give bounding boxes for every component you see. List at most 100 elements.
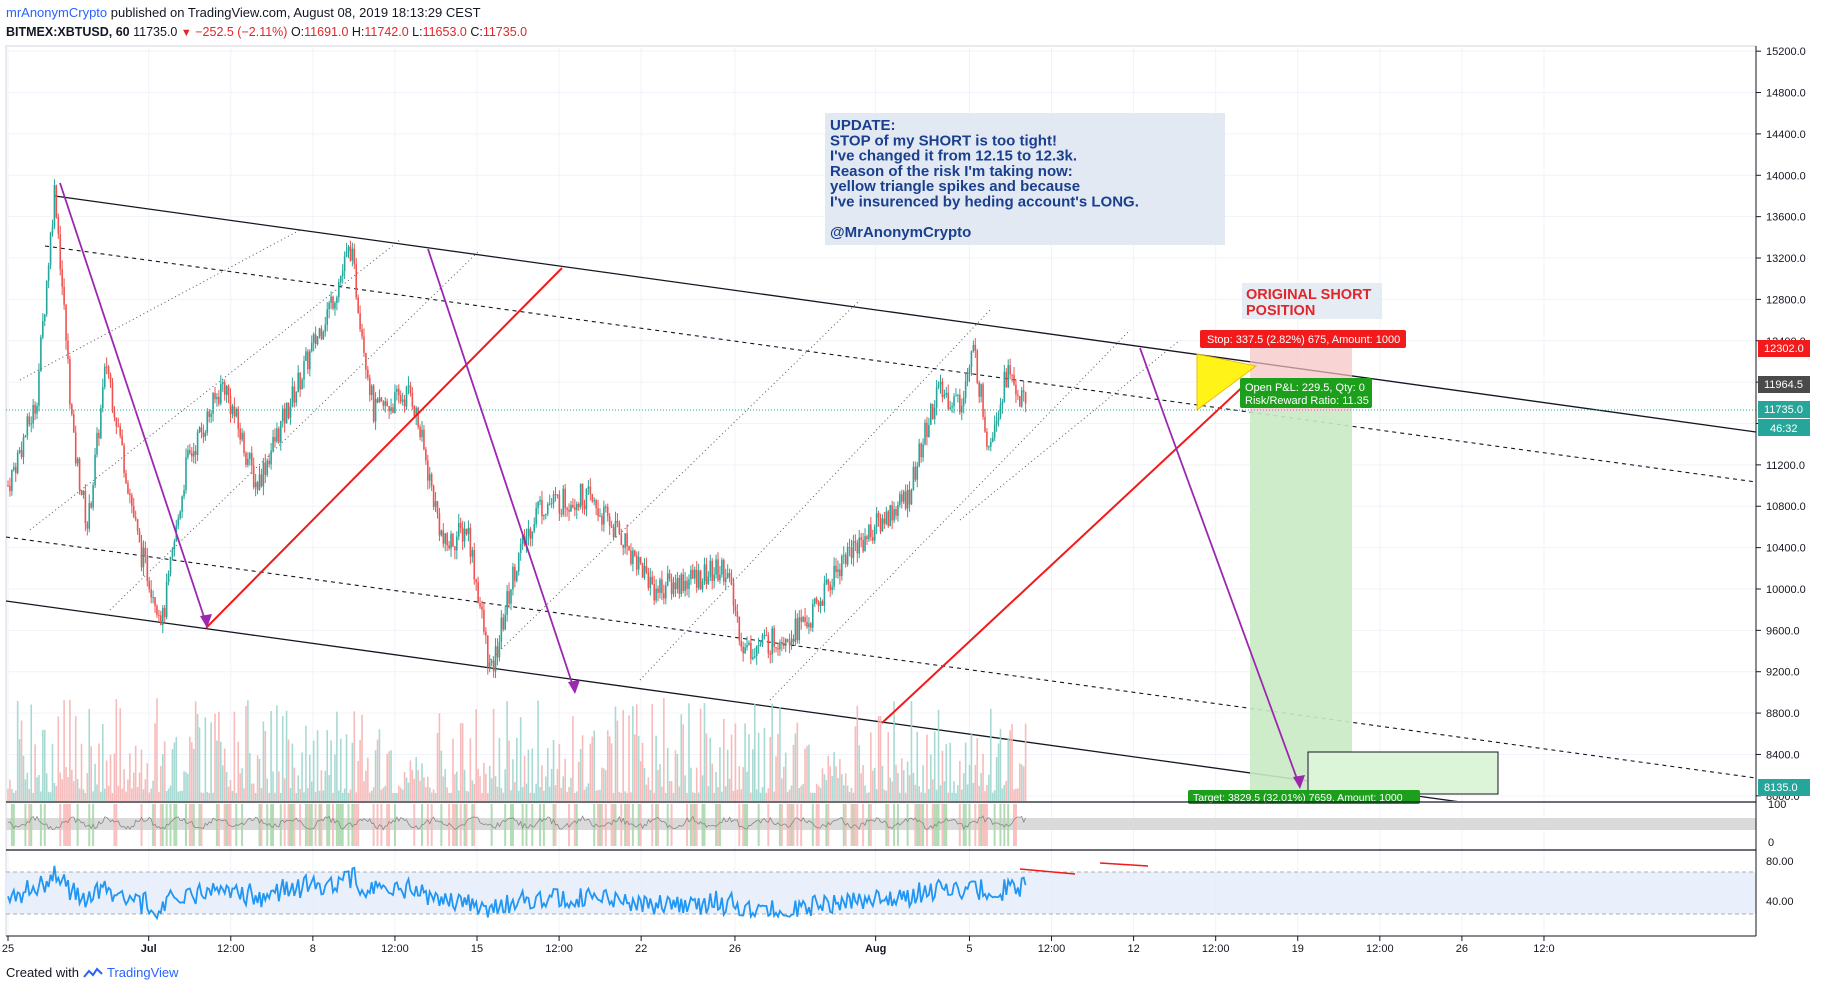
candle-body: [959, 394, 961, 413]
candle-body: [146, 555, 149, 582]
volume-bar: [254, 792, 257, 801]
price-tag-label: 11735.0: [1764, 404, 1803, 416]
candle-body: [608, 516, 611, 527]
volume-bar: [78, 788, 81, 801]
candle-body: [249, 453, 251, 459]
candle-body: [920, 443, 922, 458]
volume-bar: [72, 781, 75, 801]
candle-body: [583, 505, 586, 510]
oscillator-bar: [631, 804, 634, 846]
candle-body: [409, 385, 412, 394]
volume-bar: [748, 734, 750, 801]
candle-body: [245, 453, 247, 465]
volume-bar: [1020, 764, 1023, 801]
candle-body: [1022, 390, 1025, 393]
chart-canvas[interactable]: UPDATE:STOP of my SHORT is too tight!I'v…: [0, 40, 1828, 955]
volume-bar: [719, 747, 721, 801]
candle-body: [964, 381, 967, 398]
candle-body: [564, 488, 566, 509]
volume-bar: [334, 754, 336, 801]
volume-bar: [475, 709, 477, 801]
high-value: 11742.0: [364, 25, 409, 39]
candle-body: [82, 490, 85, 495]
oscillator-bar: [372, 804, 375, 846]
oscillator-bar: [184, 804, 187, 846]
volume-bar: [388, 751, 390, 801]
pnl-tag: Open P&L: 229.5, Qty: 0 Risk/Reward Rati…: [1240, 378, 1372, 408]
position-title-line: ORIGINAL SHORT: [1246, 287, 1372, 303]
candle-body: [1013, 374, 1015, 385]
chart-header: mrAnonymCrypto published on TradingView.…: [0, 0, 1828, 44]
candle-body: [988, 446, 990, 448]
candle-body: [899, 494, 901, 505]
volume-bar: [390, 750, 392, 801]
volume-bar: [744, 723, 746, 801]
tradingview-brand[interactable]: TradingView: [106, 965, 179, 980]
volume-bar: [486, 792, 489, 801]
volume-bar: [392, 792, 394, 801]
oscillator-bar: [188, 804, 191, 846]
volume-bar: [568, 786, 570, 801]
volume-bar: [852, 792, 855, 801]
oscillator-bar: [175, 804, 178, 846]
candle-body: [875, 513, 878, 527]
oscillator-bar: [788, 804, 791, 846]
candle-body: [473, 550, 476, 580]
time-tick-label: 12:00: [1202, 943, 1230, 955]
volume-bar: [964, 742, 967, 801]
oscillator-bar: [43, 804, 46, 846]
volume-bar: [664, 792, 667, 801]
volume-bar: [726, 749, 729, 801]
price-tag-bg: [1758, 340, 1810, 357]
volume-bar: [457, 790, 460, 801]
volume-bar: [661, 786, 663, 801]
volume-bar: [316, 730, 319, 801]
volume-bar: [753, 703, 756, 801]
symbol-label[interactable]: BITMEX:XBTUSD, 60: [6, 25, 130, 39]
oscillator-bar: [376, 804, 379, 846]
oscillator-bar: [982, 804, 985, 846]
volume-bar: [111, 792, 114, 801]
volume-bar: [935, 789, 938, 801]
volume-bar: [508, 740, 510, 801]
update-note[interactable]: [825, 113, 1225, 245]
update-note-text: UPDATE:STOP of my SHORT is too tight!I'v…: [830, 117, 1139, 241]
oscillator-bar: [593, 804, 596, 846]
candle-body: [285, 402, 288, 424]
oscillator-bar: [941, 804, 944, 846]
volume-bar: [260, 788, 263, 801]
candle-body: [620, 533, 623, 545]
volume-bar: [109, 754, 112, 801]
candle-body: [902, 491, 905, 502]
volume-bar: [452, 738, 454, 801]
volume-bar: [262, 721, 265, 801]
volume-bar: [314, 791, 317, 801]
volume-bar: [403, 772, 406, 801]
candle-body: [9, 485, 11, 492]
volume-bar: [165, 790, 168, 801]
volume-bar: [343, 788, 346, 801]
volume-bar: [881, 765, 884, 801]
down-triangle-icon: ▼: [180, 27, 192, 39]
high-label: H:: [351, 25, 365, 39]
price-axis[interactable]: 15200.0 14800.0 14400.0 14000.0 13600.0 13200…: [1756, 46, 1806, 803]
volume-bar: [798, 788, 801, 801]
volume-bar: [610, 743, 613, 801]
candle-body: [485, 631, 487, 636]
publish-line: mrAnonymCrypto published on TradingView.…: [6, 5, 481, 21]
candle-body: [782, 643, 785, 646]
author-link[interactable]: mrAnonymCrypto: [6, 5, 108, 20]
candle-body: [158, 615, 160, 617]
oscillator-bar: [715, 804, 718, 846]
candle-body: [293, 386, 296, 403]
candle-body: [755, 645, 758, 657]
candle-body: [680, 574, 683, 594]
volume-bar: [945, 744, 948, 801]
candle-body: [628, 546, 630, 551]
price-tick-label: 13200.0: [1766, 253, 1806, 265]
time-axis[interactable]: 25 Jul 12:00 8 12:00 15 12:00 22 26 Aug 5 12:00 12 12…: [2, 936, 1555, 955]
candle-body: [630, 550, 632, 564]
candle-body: [841, 556, 843, 577]
price-tick-label: 10000.0: [1766, 584, 1806, 596]
candle-body: [492, 660, 495, 672]
